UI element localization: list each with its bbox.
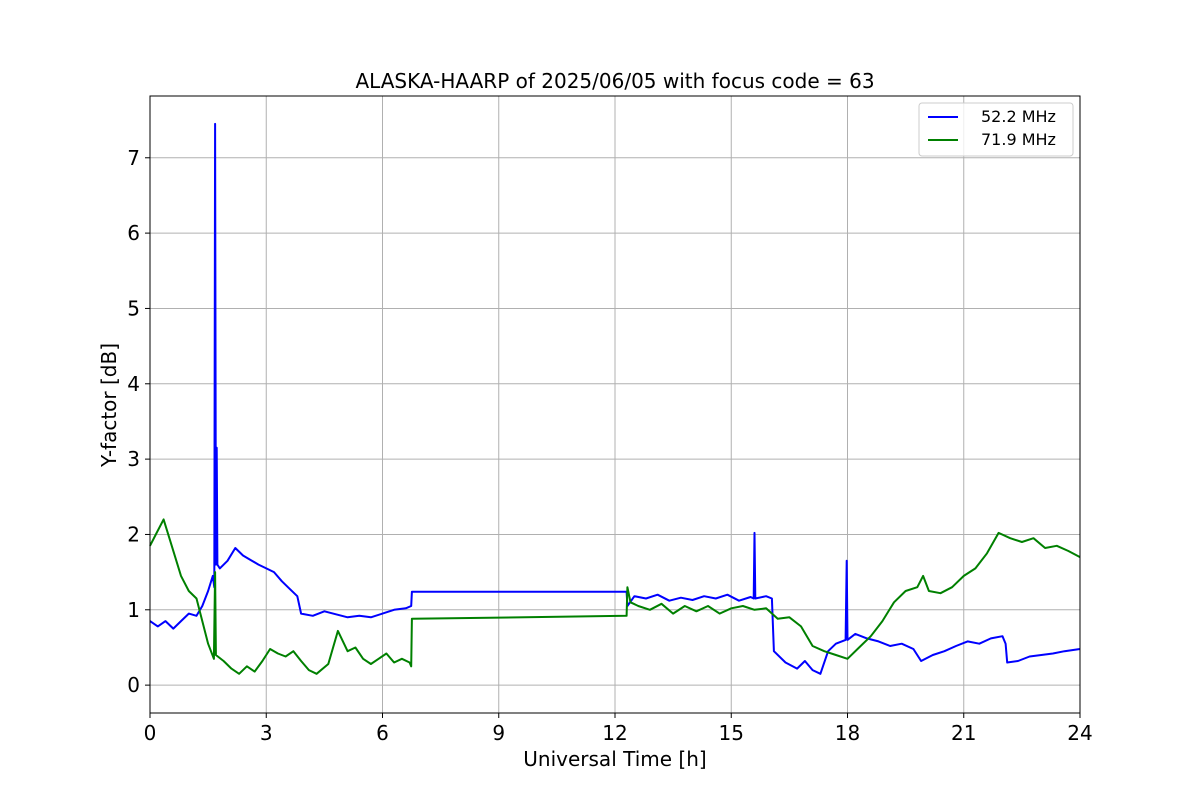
y-tick-label: 0 [127,673,140,697]
series-lines [149,122,1081,675]
legend: 52.2 MHz 71.9 MHz [918,102,1074,157]
y-tick-label: 5 [127,296,140,320]
x-axis-label: Universal Time [h] [523,747,706,771]
legend-label-71-9-mhz: 71.9 MHz [981,130,1056,149]
series-line-71-9-mhz [149,518,1081,675]
y-axis-label: Y-factor [dB] [97,343,121,468]
x-tick-label: 21 [951,721,976,745]
x-tick-label: 0 [144,721,157,745]
x-tick-label: 24 [1067,721,1092,745]
y-tick-label: 4 [127,372,140,396]
y-tick-label: 3 [127,447,140,471]
y-axis-ticks: 0 1 2 3 4 5 6 7 [127,146,150,697]
y-tick-label: 6 [127,221,140,245]
chart-title: ALASKA-HAARP of 2025/06/05 with focus co… [355,69,874,93]
series-line-52-2-mhz [149,122,1081,675]
y-tick-label: 1 [127,598,140,622]
x-tick-label: 12 [602,721,627,745]
x-tick-label: 6 [376,721,389,745]
x-tick-label: 3 [260,721,273,745]
x-tick-label: 15 [719,721,744,745]
x-tick-label: 9 [492,721,505,745]
legend-label-52-2-mhz: 52.2 MHz [981,107,1056,126]
y-tick-label: 7 [127,146,140,170]
x-axis-ticks: 0 3 6 9 12 15 18 21 24 [144,713,1093,745]
y-tick-label: 2 [127,522,140,546]
x-tick-label: 18 [835,721,860,745]
